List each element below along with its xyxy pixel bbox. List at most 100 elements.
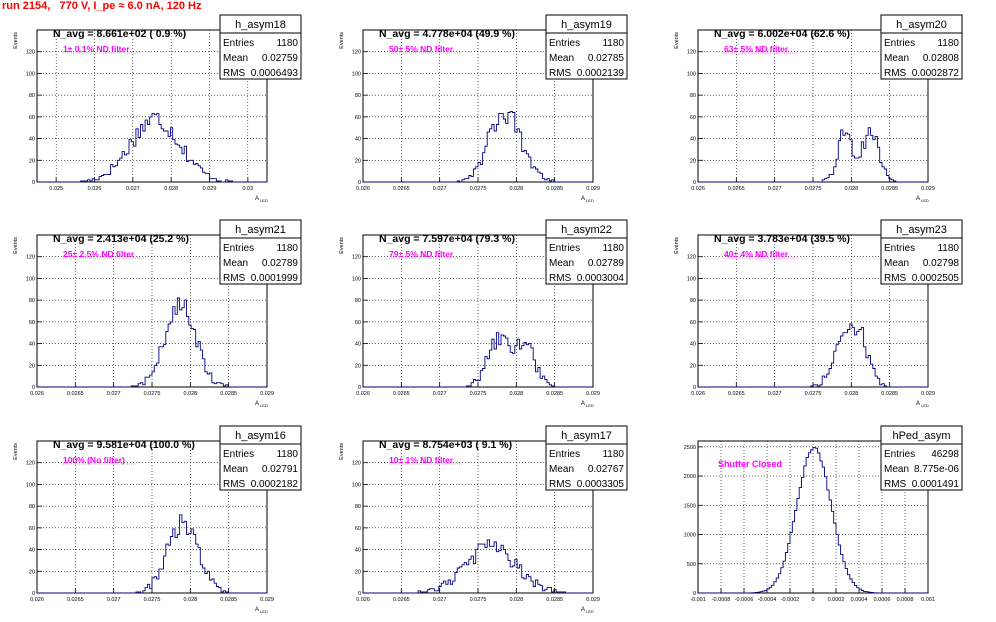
histogram-bars xyxy=(37,113,267,183)
x-axis-label: A xyxy=(581,607,585,613)
y-tick-label: 80 xyxy=(355,93,361,99)
x-tick-label: 0.0285 xyxy=(881,186,898,192)
x-tick-label: 0.028 xyxy=(509,597,523,603)
x-tick-label: 0.028 xyxy=(183,597,197,603)
hist-name: h_asym23 xyxy=(896,224,947,236)
y-tick-label: 120 xyxy=(687,50,696,56)
y-axis-label: Events xyxy=(674,32,680,49)
x-axis-label-subscript: LED xyxy=(586,198,594,203)
x-tick-label: 0.028 xyxy=(509,391,523,397)
navg-label: N_avg = 3.783e+04 (39.5 %) xyxy=(714,233,850,245)
navg-label: N_avg = 8.754e+03 ( 9.1 %) xyxy=(379,439,512,451)
stats-label: Entries xyxy=(549,449,580,460)
y-tick-label: 100 xyxy=(687,71,696,77)
histogram-bars xyxy=(698,446,928,594)
y-axis-label: Events xyxy=(13,237,19,254)
y-tick-label: 80 xyxy=(355,504,361,510)
histogram-panel-h_asym21: 0.026 0.0265 0.027 0.0275 0.028 0.0285 0.029 0 2… xyxy=(13,219,302,408)
hist-name: h_asym22 xyxy=(561,224,612,236)
y-tick-label: 60 xyxy=(690,320,696,326)
histogram-bars xyxy=(37,297,267,388)
y-tick-label: 0 xyxy=(358,591,361,597)
x-tick-label: 0.028 xyxy=(509,186,523,192)
stats-value: 0.0001999 xyxy=(251,273,299,284)
y-tick-label: 0 xyxy=(358,385,361,391)
histogram-panel-h_asym20: 0.026 0.0265 0.027 0.0275 0.028 0.0285 0.029 0 2… xyxy=(674,14,963,203)
hist-name: h_asym21 xyxy=(235,224,286,236)
histogram-panel-h_asym18: 0.025 0.026 0.027 0.028 0.029 0.03 0 20 40 60 80 10… xyxy=(13,14,302,203)
y-tick-label: 120 xyxy=(352,461,361,467)
stats-label: Mean xyxy=(223,53,248,64)
hist-name: h_asym19 xyxy=(561,19,612,31)
y-tick-label: 80 xyxy=(29,504,35,510)
filter-note: 10± 1% ND filter xyxy=(389,455,454,465)
stats-box xyxy=(880,443,963,491)
stats-value: 8.775e-06 xyxy=(914,464,959,475)
stats-value: 0.0003004 xyxy=(577,273,625,284)
histogram-bars xyxy=(363,539,593,594)
x-tick-label: 0.0275 xyxy=(470,391,487,397)
y-tick-label: 120 xyxy=(687,255,696,261)
y-axis-label: Events xyxy=(339,237,345,254)
stats-value: 0.0002872 xyxy=(912,68,960,79)
stats-label: Entries xyxy=(884,243,915,254)
stats-value: 0.0003305 xyxy=(577,479,625,490)
x-tick-label: 0.0275 xyxy=(144,391,161,397)
filter-note: 25± 2.5% ND filter xyxy=(63,249,135,259)
x-tick-label: 0.0285 xyxy=(220,597,237,603)
y-tick-label: 40 xyxy=(690,137,696,143)
stats-value: 1180 xyxy=(276,243,298,254)
filter-note: 50± 5% ND filter xyxy=(389,44,454,54)
stats-box xyxy=(880,32,963,80)
x-tick-label: 0.029 xyxy=(203,186,217,192)
stats-value: 1180 xyxy=(602,38,624,49)
stats-value: 0.02808 xyxy=(923,53,960,64)
histogram-panel-h_asym17: 0.026 0.0265 0.027 0.0275 0.028 0.0285 0.029 0 2… xyxy=(339,425,628,614)
x-tick-label: 0.0285 xyxy=(220,391,237,397)
stats-box xyxy=(545,443,628,491)
stats-label: Mean xyxy=(223,258,248,269)
histogram-bars xyxy=(363,110,593,183)
y-tick-label: 120 xyxy=(352,255,361,261)
y-tick-label: 100 xyxy=(352,482,361,488)
x-tick-label: 0.0275 xyxy=(470,186,487,192)
hist-name: h_asym17 xyxy=(561,430,612,442)
y-tick-label: 80 xyxy=(29,93,35,99)
navg-label: N_avg = 7.597e+04 (79.3 %) xyxy=(379,233,515,245)
x-tick-label: 0.027 xyxy=(768,391,782,397)
y-axis-label: Events xyxy=(13,32,19,49)
x-tick-label: 0.029 xyxy=(260,391,274,397)
x-tick-label: 0.0008 xyxy=(897,597,914,603)
x-tick-label: 0.026 xyxy=(88,186,102,192)
x-tick-label: 0.001 xyxy=(921,597,935,603)
stats-value: 0.0006493 xyxy=(251,68,299,79)
stats-value: 0.02798 xyxy=(923,258,960,269)
x-tick-label: 0.027 xyxy=(107,391,121,397)
filter-note: 1± 0.1% ND filter xyxy=(63,44,130,54)
x-axis-label: A xyxy=(255,196,259,202)
x-tick-label: 0.029 xyxy=(921,186,935,192)
x-tick-label: 0.0002 xyxy=(828,597,845,603)
y-tick-label: 80 xyxy=(29,298,35,304)
x-tick-label: 0.027 xyxy=(126,186,140,192)
filter-note: 40± 4% ND filter xyxy=(724,249,789,259)
x-tick-label: 0.027 xyxy=(768,186,782,192)
y-tick-label: 60 xyxy=(29,320,35,326)
stats-value: 0.02767 xyxy=(588,464,625,475)
x-tick-label: 0.027 xyxy=(433,597,447,603)
navg-label: N_avg = 2.413e+04 (25.2 %) xyxy=(53,233,189,245)
stats-label: RMS xyxy=(549,68,572,79)
x-tick-label: 0.0275 xyxy=(805,391,822,397)
x-tick-label: 0.028 xyxy=(844,391,858,397)
y-tick-label: 20 xyxy=(355,363,361,369)
x-tick-label: 0 xyxy=(811,597,814,603)
y-tick-label: 20 xyxy=(355,158,361,164)
x-axis-label-subscript: LED xyxy=(586,609,594,614)
x-axis-label: A xyxy=(255,607,259,613)
stats-value: 0.02791 xyxy=(262,464,299,475)
y-tick-label: 100 xyxy=(26,276,35,282)
stats-value: 0.02789 xyxy=(588,258,625,269)
y-tick-label: 120 xyxy=(352,50,361,56)
stats-label: Entries xyxy=(884,38,915,49)
x-axis-label-subscript: LED xyxy=(260,609,268,614)
